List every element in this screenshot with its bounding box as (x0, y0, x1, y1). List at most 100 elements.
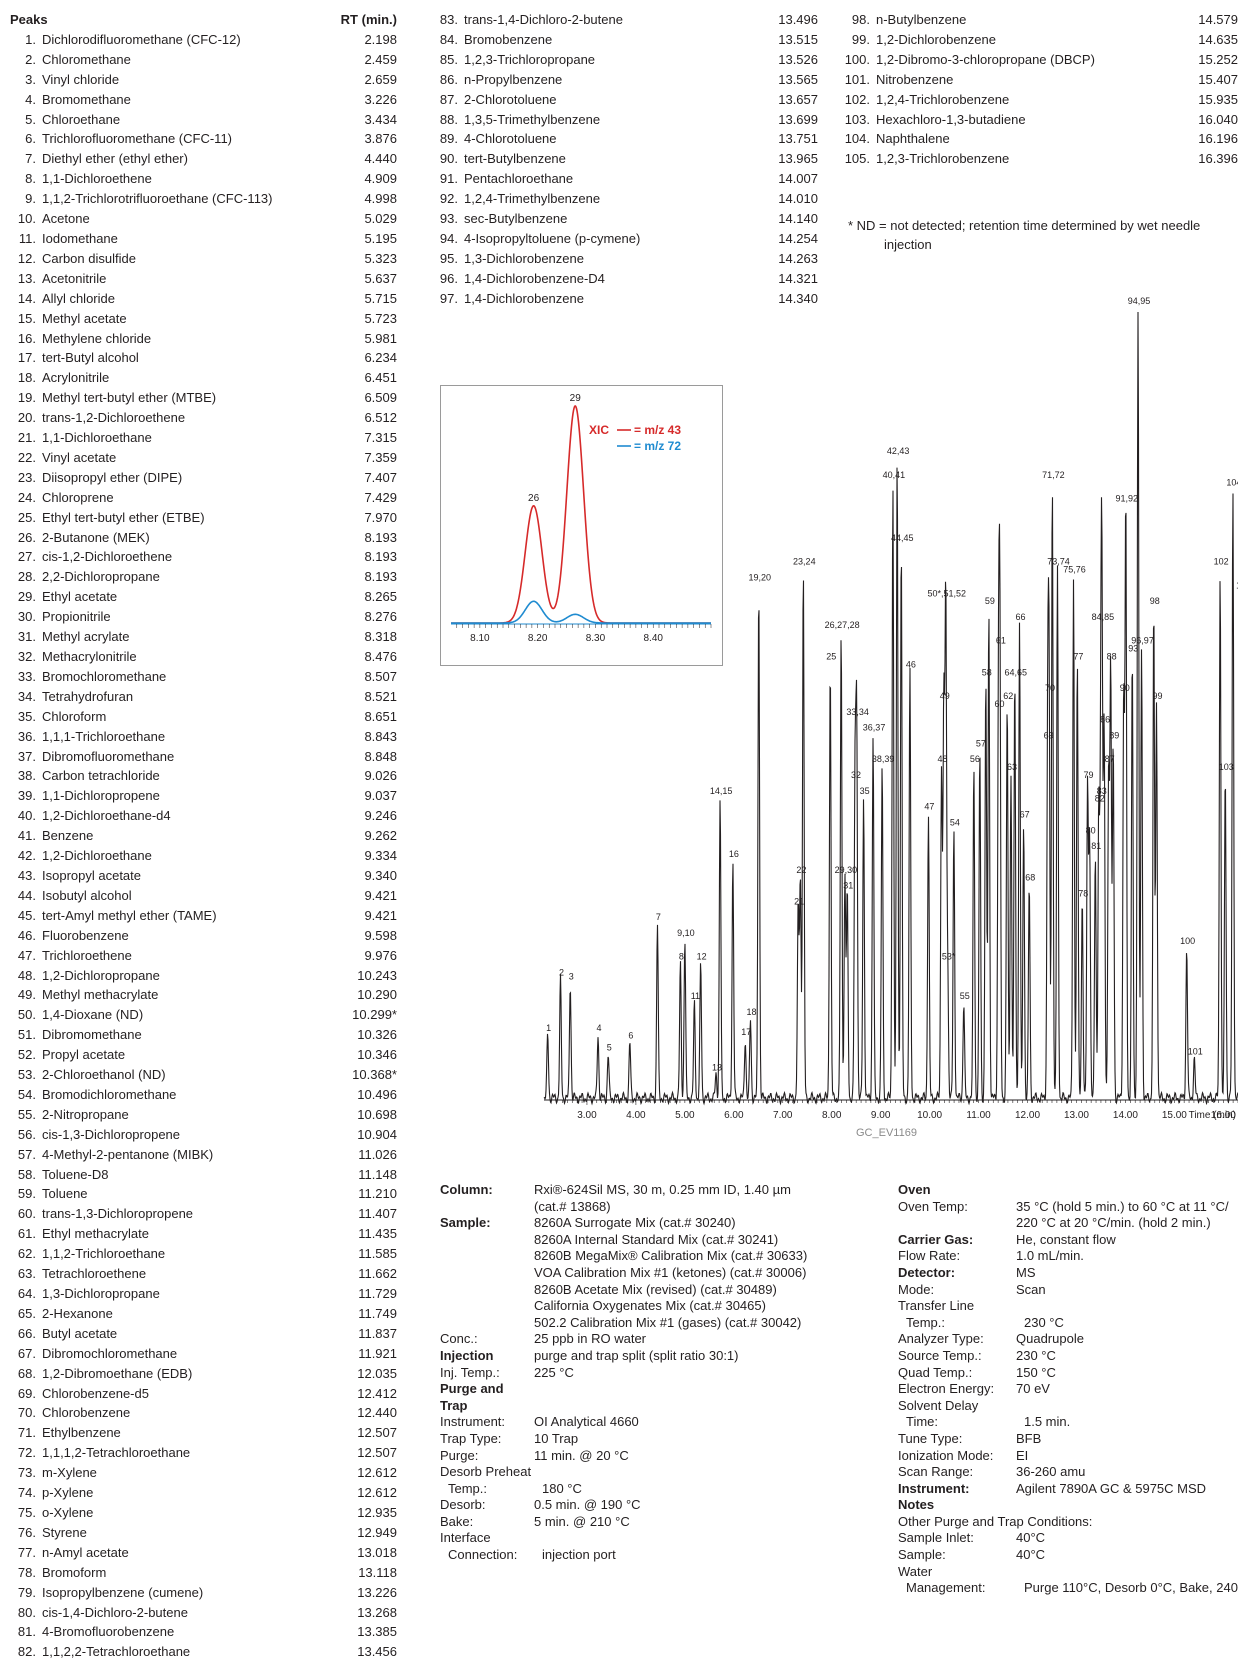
peak-label: 12 (697, 952, 707, 962)
peak-number: 34. (17, 688, 36, 704)
peak-number: 70. (17, 1405, 36, 1421)
peak-number: 10. (17, 211, 36, 227)
peak-label: 36,37 (863, 723, 886, 733)
peak-row: 37. Dibromofluoromethane 8.848 (10, 747, 397, 767)
x-tick-label: 3.00 (577, 1110, 597, 1121)
peak-number: 88. (439, 111, 458, 127)
peak-rt: 11.210 (358, 1186, 397, 1202)
peak-compound: Isobutyl alcohol (42, 887, 132, 903)
peak-rt: 11.148 (358, 1166, 397, 1182)
peak-row: 32. Methacrylonitrile 8.476 (10, 647, 397, 667)
peak-rt: 13.268 (357, 1604, 397, 1620)
peak-row: 19. Methyl tert-butyl ether (MTBE) 6.509 (10, 388, 397, 408)
condition-row: (cat.# 13868) (440, 1199, 840, 1216)
peak-compound: Methyl acetate (42, 310, 127, 326)
xic-legend-title: XIC (589, 423, 609, 437)
peak-compound: Methacrylonitrile (42, 649, 137, 664)
peak-compound: 1,3-Dichlorobenzene (464, 250, 584, 266)
peak-label: 68 (1025, 873, 1035, 883)
peak-row: 98. n-Butylbenzene 14.579 (844, 10, 1238, 30)
peak-label: 38,39 (872, 754, 895, 764)
peak-number: 83. (439, 12, 458, 27)
figure-id: GC_EV1169 (856, 1127, 917, 1139)
peak-compound: 1,4-Dichlorobenzene-D4 (464, 270, 605, 286)
peak-rt: 11.026 (358, 1146, 397, 1162)
peak-number: 67. (17, 1345, 36, 1361)
peak-label: 96,97 (1131, 636, 1154, 646)
peak-label: 94,95 (1128, 296, 1151, 306)
peak-label: 77 (1073, 652, 1083, 662)
peak-row: 103. Hexachloro-1,3-butadiene 16.040 (844, 110, 1238, 130)
peak-label: 18 (746, 1007, 756, 1017)
peak-compound: Chloroprene (42, 489, 114, 505)
condition-key: Injection (440, 1347, 494, 1363)
peak-number: 94. (439, 230, 458, 246)
peak-row: 40. 1,2-Dichloroethane-d4 9.246 (10, 806, 397, 826)
peak-number: 61. (17, 1226, 36, 1242)
peak-rt: 9.026 (364, 768, 397, 784)
peak-rt: 6.509 (364, 390, 397, 406)
peak-compound: Nitrobenzene (876, 71, 954, 87)
condition-value: 8260A Surrogate Mix (cat.# 30240) (534, 1215, 736, 1231)
condition-row: 8260B Acetate Mix (revised) (cat.# 30489… (440, 1282, 840, 1299)
peak-compound: Toluene-D8 (42, 1166, 109, 1182)
peak-row: 47. Trichloroethene 9.976 (10, 946, 397, 966)
peak-row: 96. 1,4-Dichlorobenzene-D4 14.321 (432, 269, 818, 289)
peak-label: 9,10 (677, 928, 695, 938)
peak-label: 103 (1219, 762, 1234, 772)
condition-row: Sample: 8260A Surrogate Mix (cat.# 30240) (440, 1215, 840, 1232)
condition-value (1016, 1182, 1238, 1199)
peak-number: 36. (17, 728, 36, 744)
peak-label: 78 (1078, 889, 1088, 899)
condition-row: 8260B MegaMix® Calibration Mix (cat.# 30… (440, 1248, 840, 1265)
condition-value (534, 1464, 840, 1481)
peak-rt: 12.507 (357, 1425, 397, 1441)
peak-row: 20. trans-1,2-Dichloroethene 6.512 (10, 408, 397, 428)
peak-row: 44. Isobutyl alcohol 9.421 (10, 886, 397, 906)
chromatogram: 3.00 4.00 5.00 6.00 7.00 8.00 9.00 10.00 11.00 12… (543, 296, 1238, 1121)
condition-row: Sample: 40°C (898, 1547, 1238, 1564)
peak-number: 54. (17, 1086, 36, 1102)
peak-row: 36. 1,1,1-Trichloroethane 8.843 (10, 727, 397, 747)
peak-row: 27. cis-1,2-Dichloroethene 8.193 (10, 547, 397, 567)
peak-rt: 10.326 (357, 1027, 397, 1043)
peak-row: 93. sec-Butylbenzene 14.140 (432, 209, 818, 229)
peak-compound: n-Amyl acetate (42, 1544, 129, 1560)
peak-number: 71. (17, 1425, 36, 1441)
peak-row: 75. o-Xylene 12.935 (10, 1503, 397, 1523)
peak-rt: 11.749 (358, 1305, 397, 1321)
peak-rt: 14.254 (778, 230, 818, 246)
peak-number: 17. (17, 350, 36, 366)
condition-value: He, constant flow (1016, 1231, 1116, 1247)
peak-row: 105. 1,2,3-Trichlorobenzene 16.396 (844, 149, 1238, 169)
peak-rt: 9.421 (364, 887, 397, 903)
condition-key: Purge and Trap (440, 1381, 504, 1413)
peak-rt: 12.440 (357, 1405, 397, 1421)
peak-number: 105. (844, 151, 870, 167)
peak-compound: 1,1,1-Trichloroethane (42, 728, 166, 744)
condition-key: Bake: (440, 1513, 474, 1529)
condition-row: Inj. Temp.: 225 °C (440, 1365, 840, 1382)
peak-compound: Carbon disulfide (42, 250, 136, 266)
condition-value: 70 eV (1016, 1381, 1050, 1397)
peak-label: 46 (906, 659, 916, 669)
peak-row: 29. Ethyl acetate 8.265 (10, 587, 397, 607)
condition-key: Instrument: (440, 1414, 506, 1430)
condition-row: Temp.: 230 °C (898, 1315, 1238, 1332)
condition-key: Carrier Gas: (898, 1231, 974, 1247)
peak-rt: 5.029 (364, 211, 397, 227)
peak-number: 103. (844, 111, 870, 127)
peak-rt: 13.456 (357, 1644, 397, 1660)
condition-row: Scan Range: 36-260 amu (898, 1464, 1238, 1481)
peak-label: 69 (1044, 731, 1054, 741)
conditions-left: Column: Rxi®-624Sil MS, 30 m, 0.25 mm ID,… (440, 1182, 840, 1564)
peak-row: 77. n-Amyl acetate 13.018 (10, 1543, 397, 1563)
peak-rt: 12.949 (357, 1524, 397, 1540)
condition-key: Notes (898, 1497, 935, 1513)
peak-rt: 7.970 (364, 509, 397, 525)
peak-row: 9. 1,1,2-Trichlorotrifluoroethane (CFC-11… (10, 189, 397, 209)
peak-rt: 11.407 (358, 1206, 397, 1222)
peak-number: 45. (17, 907, 36, 923)
peak-number: 50. (17, 1007, 36, 1023)
condition-value (1016, 1497, 1238, 1514)
